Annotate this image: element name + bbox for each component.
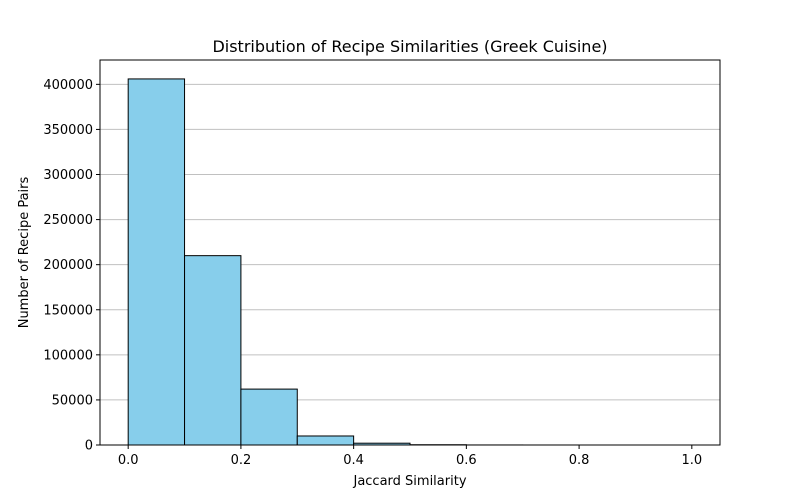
x-axis-title: Jaccard Similarity [352,474,466,489]
x-axis-ticks: 0.0 0.2 0.4 0.6 0.8 1.0 [118,445,702,468]
y-tick-label: 250000 [43,213,93,228]
y-tick-label: 150000 [43,303,93,318]
x-tick-label: 0.2 [231,453,252,468]
y-tick-label: 0 [85,439,93,454]
histogram-bar [240,388,298,446]
y-axis-ticks: 0 50000 100000 150000 200000 250000 300000 3500… [43,78,100,454]
y-tick-label: 400000 [43,78,93,93]
y-tick-label: 200000 [43,258,93,273]
y-tick-label: 100000 [43,348,93,363]
bar-layer [127,78,580,446]
x-tick-label: 1.0 [681,453,702,468]
histogram-bar [296,435,355,446]
y-tick-label: 350000 [43,123,93,138]
y-tick-label: 300000 [43,168,93,183]
x-tick-label: 0.8 [569,453,590,468]
histogram-bar [184,255,242,446]
x-tick-label: 0.6 [456,453,477,468]
plot-frame [99,59,721,446]
x-tick-label: 0.4 [343,453,364,468]
y-axis-title: Number of Recipe Pairs [17,176,32,328]
y-tick-label: 50000 [52,393,93,408]
x-tick-label: 0.0 [118,453,139,468]
chart-title: Distribution of Recipe Similarities (Gre… [212,37,607,56]
histogram-bar [127,78,186,446]
